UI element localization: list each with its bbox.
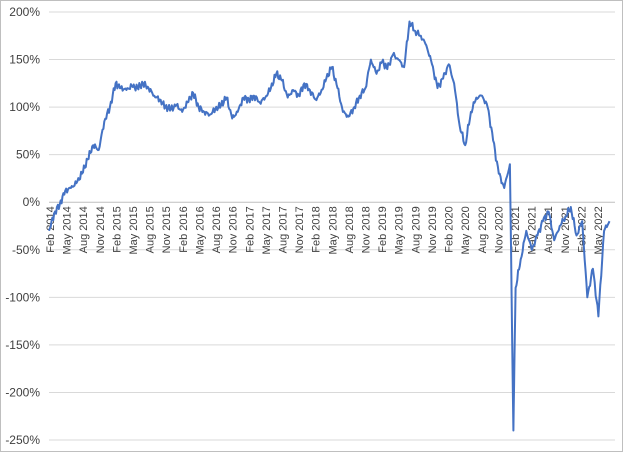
x-tick-label: May 2015: [128, 206, 140, 254]
x-tick-label: Nov 2020: [493, 206, 505, 253]
x-tick-label: May 2016: [194, 206, 206, 254]
x-tick-label: Feb 2015: [111, 206, 123, 252]
x-tick-label: Nov 2019: [427, 206, 439, 253]
x-tick-label: Aug 2015: [145, 206, 157, 253]
x-tick-label: Nov 2014: [95, 206, 107, 253]
y-tick-label: -150%: [5, 338, 40, 352]
x-tick-label: Feb 2020: [444, 206, 456, 252]
y-tick-label: 0%: [23, 195, 41, 209]
y-axis-ticks: 200% 150% 100% 50% 0% -50% -100% -150% -200% -250…: [5, 5, 40, 447]
x-tick-label: Aug 2018: [344, 206, 356, 253]
x-tick-label: Nov 2017: [294, 206, 306, 253]
y-tick-label: 100%: [9, 100, 40, 114]
x-tick-label: Aug 2016: [211, 206, 223, 253]
x-tick-label: Feb 2021: [510, 206, 522, 252]
x-tick-label: Feb 2016: [178, 206, 190, 252]
x-tick-label: May 2018: [327, 206, 339, 254]
x-tick-label: Nov 2016: [228, 206, 240, 253]
x-tick-label: Aug 2014: [78, 206, 90, 253]
x-tick-label: Aug 2019: [410, 206, 422, 253]
x-tick-label: May 2019: [394, 206, 406, 254]
x-tick-label: Aug 2020: [477, 206, 489, 253]
x-tick-label: Nov 2015: [161, 206, 173, 253]
series-layer: [48, 20, 611, 432]
x-tick-label: May 2020: [460, 206, 472, 254]
y-tick-label: -100%: [5, 290, 40, 304]
y-tick-label: 200%: [9, 5, 40, 19]
y-tick-label: -200%: [5, 385, 40, 399]
x-tick-label: May 2022: [593, 206, 605, 254]
x-tick-label: Feb 2018: [311, 206, 323, 252]
gridlines: [49, 11, 615, 441]
x-tick-label: Aug 2017: [277, 206, 289, 253]
x-axis-ticks: Feb 2014 May 2014 Aug 2014 Nov 2014 Feb 2015…: [45, 206, 605, 254]
series-line: [48, 20, 611, 432]
y-tick-label: 50%: [16, 148, 40, 162]
y-tick-label: 150%: [9, 53, 40, 67]
y-tick-label: -250%: [5, 433, 40, 447]
x-tick-label: May 2014: [62, 206, 74, 254]
x-tick-label: Nov 2021: [560, 206, 572, 253]
x-tick-label: Feb 2017: [244, 206, 256, 252]
x-tick-label: Feb 2019: [377, 206, 389, 252]
x-tick-label: May 2017: [261, 206, 273, 254]
y-tick-label: -50%: [12, 243, 40, 257]
x-tick-label: Nov 2018: [361, 206, 373, 253]
